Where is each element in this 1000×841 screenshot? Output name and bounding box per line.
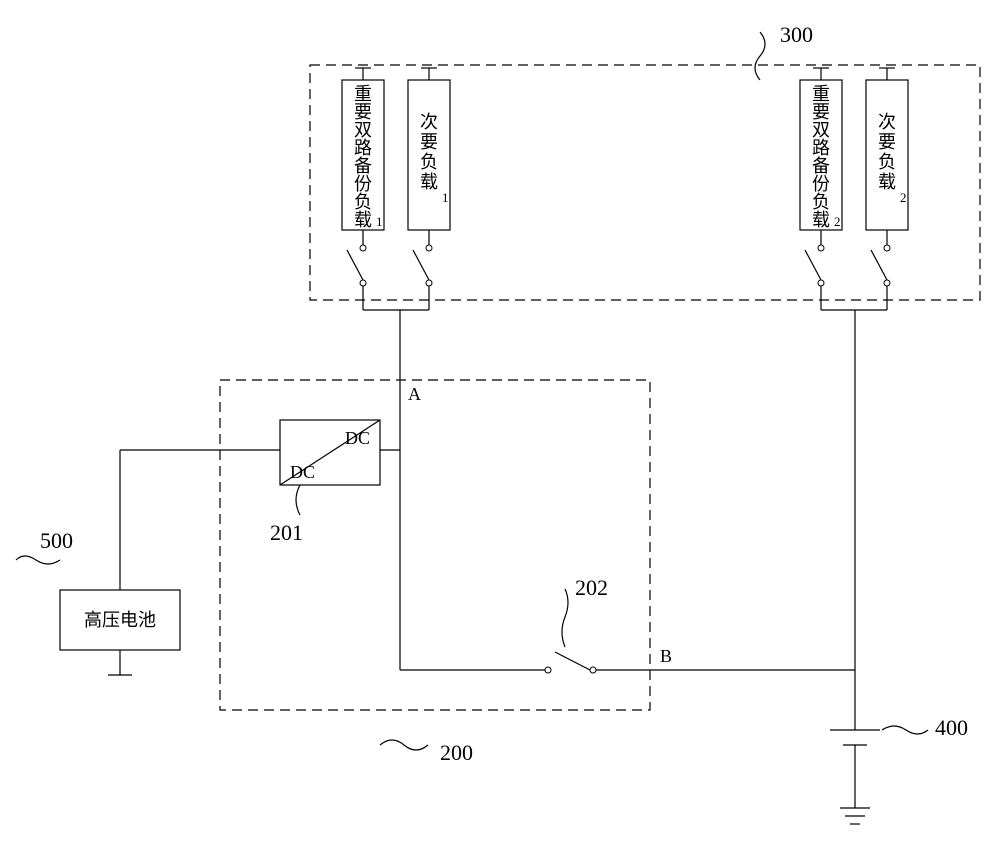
- svg-text:负: 负: [354, 192, 372, 212]
- svg-text:负: 负: [878, 152, 896, 172]
- svg-text:份: 份: [812, 174, 830, 194]
- switch-terminal: [545, 667, 551, 673]
- switch-202-arm: [555, 652, 590, 670]
- svg-text:高压电池: 高压电池: [84, 610, 156, 630]
- svg-text:次: 次: [420, 112, 438, 132]
- node-b-label: B: [660, 646, 672, 666]
- switch-terminal: [360, 245, 366, 251]
- ref-201-lead: [296, 485, 300, 515]
- ref-200-lead: [380, 740, 428, 750]
- svg-text:载: 载: [420, 172, 438, 192]
- svg-text:DC: DC: [345, 428, 370, 448]
- svg-text:载: 载: [812, 210, 830, 230]
- svg-text:2: 2: [900, 190, 907, 205]
- ref-202-label: 202: [575, 575, 608, 600]
- ref-201-label: 201: [270, 520, 303, 545]
- svg-text:路: 路: [812, 138, 830, 158]
- svg-text:要: 要: [812, 102, 830, 122]
- svg-text:要: 要: [420, 132, 438, 152]
- svg-text:重: 重: [812, 84, 830, 104]
- svg-text:2: 2: [834, 214, 841, 229]
- ref-300-label: 300: [780, 22, 813, 47]
- ref-500-lead: [16, 556, 60, 564]
- svg-text:1: 1: [442, 190, 449, 205]
- switch-arm: [347, 250, 363, 280]
- ref-400-label: 400: [935, 715, 968, 740]
- ref-400-lead: [882, 726, 928, 734]
- ref-200-label: 200: [440, 740, 473, 765]
- svg-text:DC: DC: [290, 462, 315, 482]
- svg-text:备: 备: [354, 156, 372, 176]
- svg-text:要: 要: [878, 132, 896, 152]
- svg-text:负: 负: [812, 192, 830, 212]
- svg-text:路: 路: [354, 138, 372, 158]
- svg-text:双: 双: [354, 120, 372, 140]
- load-critical-2: 重 要 双 路 备 份 负 载 2: [800, 68, 842, 310]
- svg-text:次: 次: [878, 112, 896, 132]
- lv-source-400: [830, 730, 880, 824]
- svg-text:备: 备: [812, 156, 830, 176]
- group-200-box: [220, 380, 650, 710]
- circuit-diagram: 300 重 要 双 路 备 份 负 载 1 次 要 负 载 1: [0, 0, 1000, 841]
- svg-text:份: 份: [354, 174, 372, 194]
- load-critical-1: 重 要 双 路 备 份 负 载 1: [342, 68, 384, 310]
- load-secondary-2: 次 要 负 载 2: [866, 68, 908, 310]
- svg-text:负: 负: [420, 152, 438, 172]
- svg-text:要: 要: [354, 102, 372, 122]
- switch-terminal: [360, 280, 366, 286]
- svg-text:双: 双: [812, 120, 830, 140]
- ref-500-label: 500: [40, 528, 73, 553]
- hv-battery: 高压电池: [60, 450, 280, 675]
- svg-text:1: 1: [376, 214, 383, 229]
- dcdc-converter: DC DC: [280, 420, 380, 485]
- load-secondary-1: 次 要 负 载 1: [408, 68, 450, 310]
- svg-text:载: 载: [878, 172, 896, 192]
- switch-terminal: [590, 667, 596, 673]
- svg-text:载: 载: [354, 210, 372, 230]
- node-a-label: A: [408, 384, 421, 404]
- svg-text:重: 重: [354, 84, 372, 104]
- ref-202-lead: [562, 589, 568, 647]
- ref-300-lead: [755, 32, 765, 80]
